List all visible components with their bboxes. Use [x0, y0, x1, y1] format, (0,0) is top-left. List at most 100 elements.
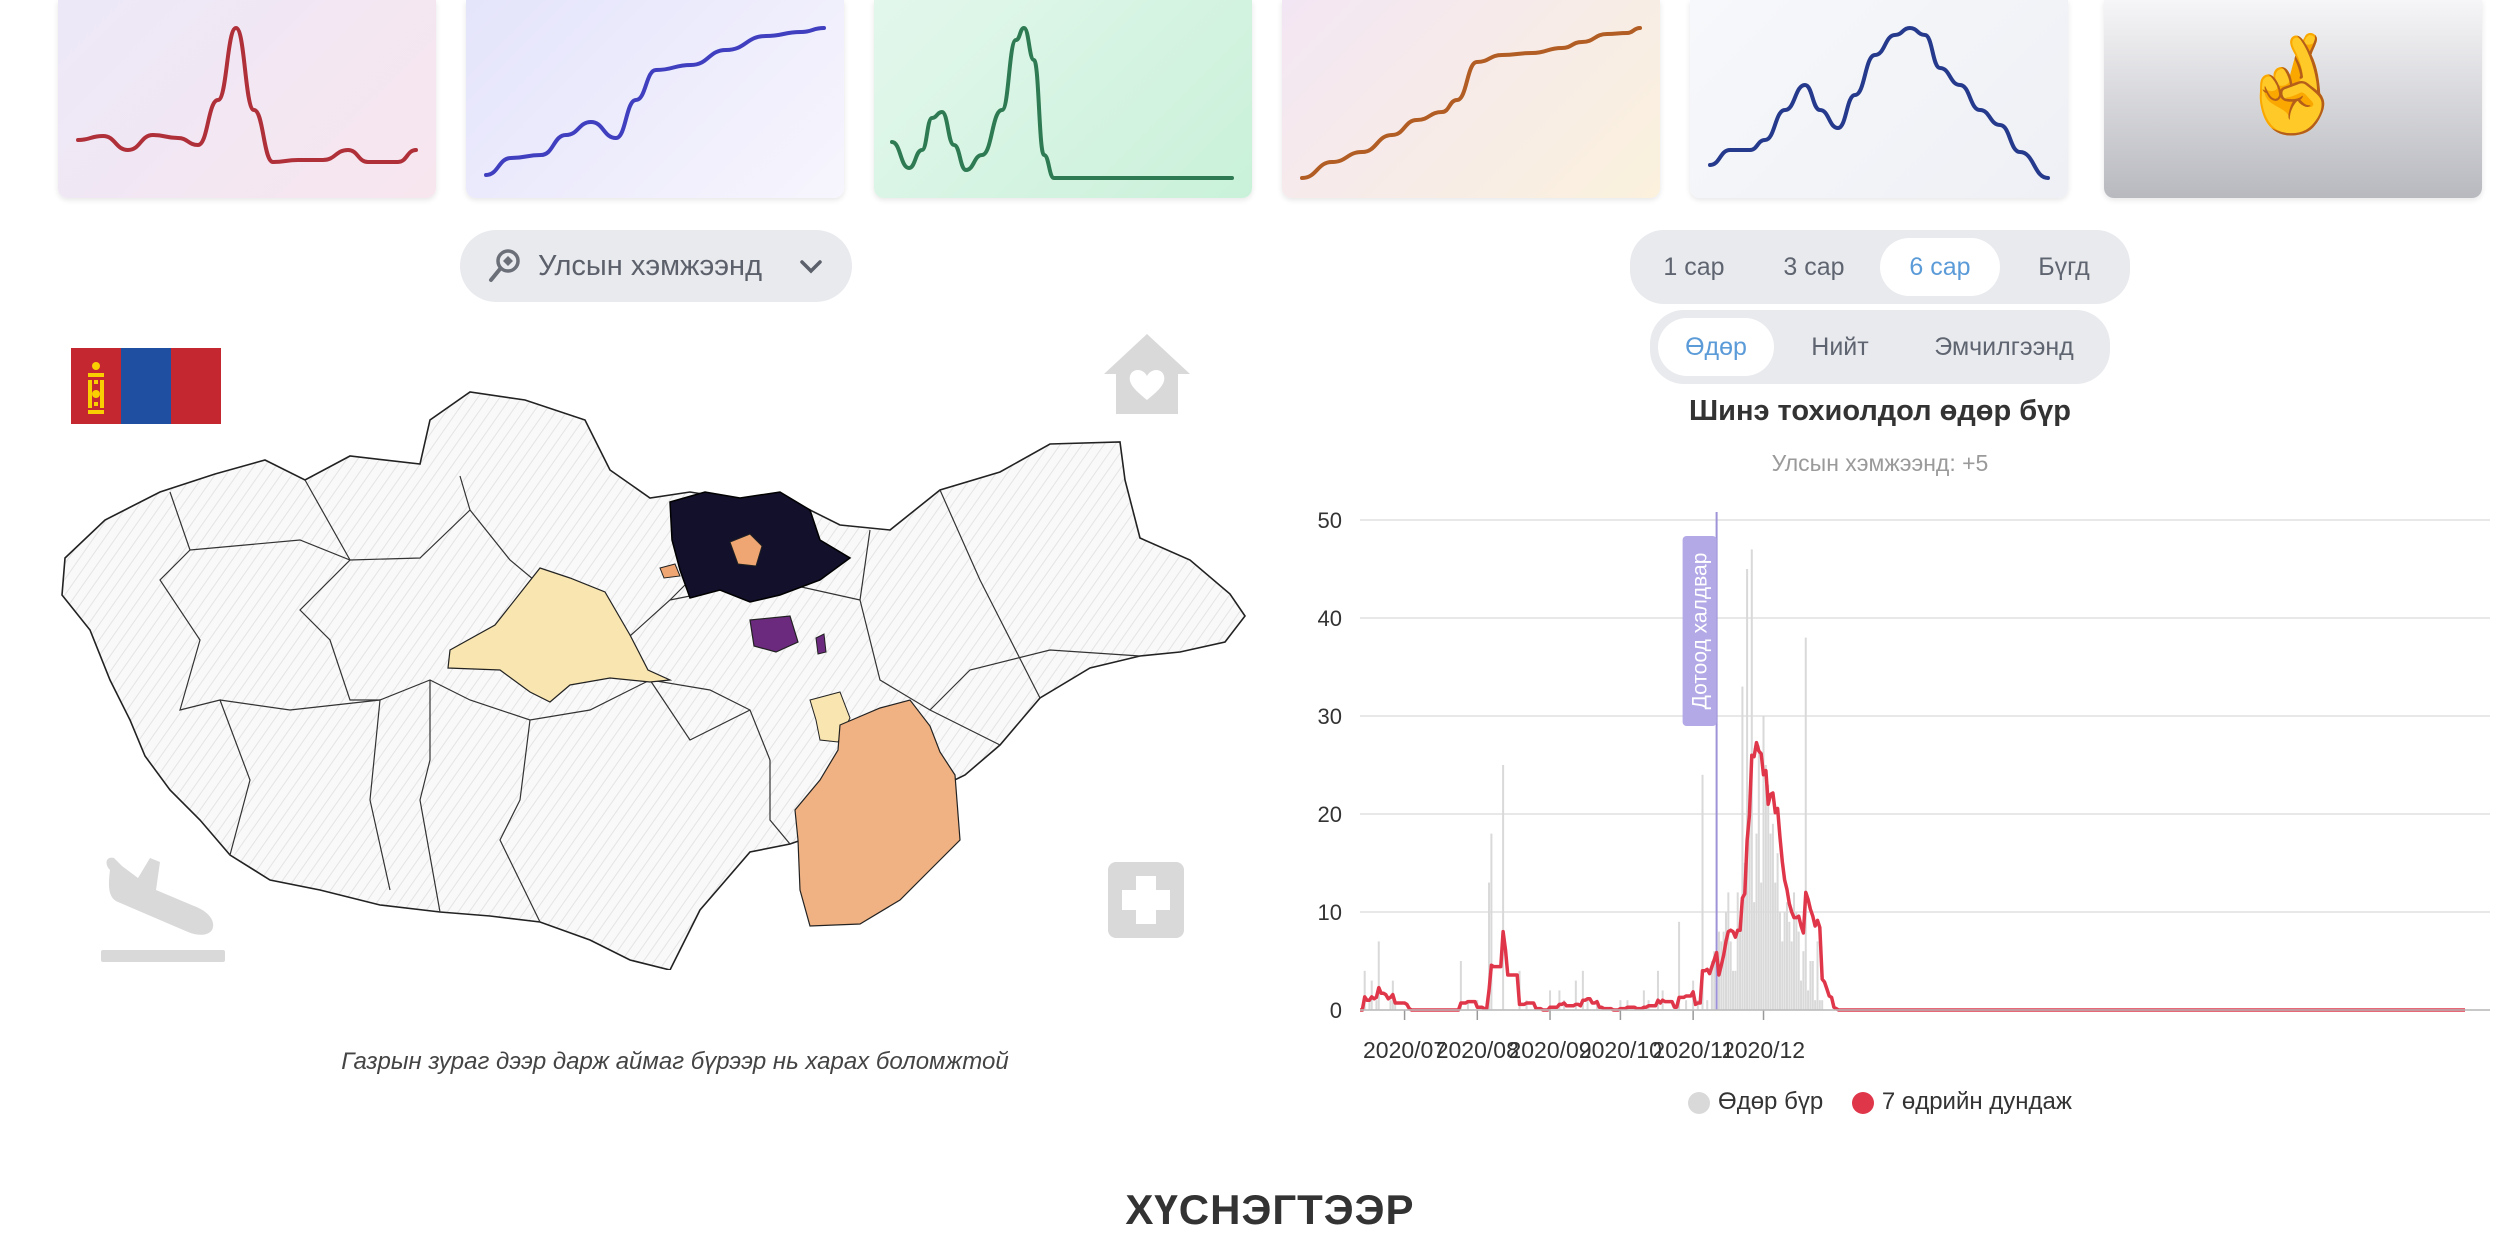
daily-bar[interactable] — [1743, 863, 1746, 1010]
daily-bar[interactable] — [1502, 765, 1505, 1010]
daily-bar[interactable] — [1734, 970, 1737, 1010]
daily-bar[interactable] — [1656, 970, 1659, 1010]
daily-bar[interactable] — [1816, 941, 1819, 1010]
range-tab-3[interactable]: Бүгд — [2038, 253, 2090, 281]
daily-bar[interactable] — [1574, 980, 1577, 1010]
daily-bar[interactable] — [1804, 637, 1807, 1010]
daily-bar[interactable] — [1706, 1000, 1709, 1010]
daily-bar[interactable] — [1764, 765, 1767, 1010]
province-erdenet[interactable] — [729, 533, 763, 567]
daily-bar[interactable] — [1811, 961, 1814, 1010]
daily-bar[interactable] — [1818, 1000, 1821, 1010]
daily-bar[interactable] — [1776, 853, 1779, 1010]
daily-bar[interactable] — [1746, 569, 1749, 1010]
region-select[interactable]: Улсын хэмжээнд — [460, 230, 852, 302]
medical-cross-icon[interactable] — [1106, 860, 1186, 940]
daily-bar[interactable] — [1755, 833, 1758, 1010]
daily-bar[interactable] — [1363, 970, 1366, 1010]
mongolia-map[interactable] — [50, 380, 1300, 970]
daily-bar[interactable] — [1739, 931, 1742, 1010]
daily-bar[interactable] — [1619, 1000, 1622, 1010]
daily-bar[interactable] — [1814, 1000, 1817, 1010]
daily-bar[interactable] — [1466, 1000, 1469, 1010]
daily-bar[interactable] — [1800, 980, 1803, 1010]
daily-bar[interactable] — [1741, 686, 1744, 1010]
daily-bar[interactable] — [1696, 1000, 1699, 1010]
range-tab-1[interactable]: 3 сар — [1783, 253, 1845, 281]
province-darkhan-small[interactable] — [659, 563, 681, 579]
daily-bar[interactable] — [1795, 912, 1798, 1010]
daily-bar[interactable] — [1581, 970, 1584, 1010]
range-tab-2[interactable]: 6 сар — [1880, 238, 2000, 296]
daily-bar[interactable] — [1678, 921, 1681, 1010]
daily-bar[interactable] — [1710, 961, 1713, 1010]
seven-day-average-line[interactable] — [1360, 740, 2465, 1012]
province-dornogovi[interactable] — [794, 699, 961, 927]
daily-bar[interactable] — [1802, 951, 1805, 1010]
daily-bar[interactable] — [1377, 941, 1380, 1010]
daily-bar[interactable] — [1757, 745, 1760, 1010]
sparkline-card-3[interactable] — [874, 0, 1252, 198]
daily-bar[interactable] — [1368, 1000, 1371, 1010]
daily-bar[interactable] — [1685, 1000, 1688, 1010]
home-heart-icon[interactable] — [1100, 330, 1194, 418]
sparkline-card-1[interactable] — [58, 0, 436, 198]
mode-tab-2[interactable]: Эмчилгээнд — [1934, 333, 2074, 361]
daily-bar[interactable] — [1375, 1000, 1378, 1010]
daily-bar[interactable] — [1459, 961, 1462, 1010]
range-tabs: 1 сар 3 сар 6 сар Бүгд — [1630, 230, 2130, 304]
sparkline-card-5[interactable] — [1690, 0, 2068, 198]
range-tab-0[interactable]: 1 сар — [1663, 253, 1725, 281]
daily-bar[interactable] — [1771, 823, 1774, 1010]
daily-bar[interactable] — [1774, 882, 1777, 1010]
daily-bar[interactable] — [1586, 1000, 1589, 1010]
daily-bar[interactable] — [1626, 1000, 1629, 1010]
province-arkhangai[interactable] — [447, 567, 673, 703]
legend-item-average[interactable]: 7 өдрийн дундаж — [1851, 1088, 2072, 1115]
daily-bar[interactable] — [1790, 941, 1793, 1010]
daily-bar[interactable] — [1720, 941, 1723, 1010]
province-tuv-small[interactable] — [815, 633, 827, 655]
daily-bar[interactable] — [1736, 892, 1739, 1010]
daily-bar[interactable] — [1722, 931, 1725, 1010]
daily-bar[interactable] — [1760, 882, 1763, 1010]
daily-bar[interactable] — [1558, 990, 1561, 1010]
daily-bar[interactable] — [1549, 990, 1552, 1010]
airplane-arrival-icon[interactable] — [98, 850, 238, 970]
daily-bar[interactable] — [1724, 912, 1727, 1010]
fingers-crossed-card[interactable]: 🤞 — [2104, 0, 2482, 198]
daily-bar[interactable] — [1727, 892, 1730, 1010]
daily-bar[interactable] — [1807, 990, 1810, 1010]
daily-bar[interactable] — [1525, 1000, 1528, 1010]
daily-bar[interactable] — [1389, 1000, 1392, 1010]
daily-bar[interactable] — [1785, 902, 1788, 1010]
sparkline-card-4[interactable] — [1282, 0, 1660, 198]
mode-tab-0[interactable]: Өдөр — [1658, 318, 1774, 376]
daily-bar[interactable] — [1729, 941, 1732, 1010]
daily-bar[interactable] — [1781, 941, 1784, 1010]
daily-bar[interactable] — [1821, 1000, 1824, 1010]
daily-bar[interactable] — [1713, 951, 1716, 1010]
province-tuv-district[interactable] — [749, 615, 799, 653]
daily-bar[interactable] — [1788, 921, 1791, 1010]
daily-bar[interactable] — [1769, 833, 1772, 1010]
daily-bar[interactable] — [1642, 990, 1645, 1010]
daily-bar[interactable] — [1797, 931, 1800, 1010]
daily-bar[interactable] — [1767, 784, 1770, 1010]
daily-bar[interactable] — [1778, 912, 1781, 1010]
daily-bar[interactable] — [1809, 961, 1812, 1010]
daily-bar[interactable] — [1490, 833, 1493, 1010]
daily-bar[interactable] — [1488, 882, 1491, 1010]
sparkline-card-2[interactable] — [466, 0, 844, 198]
daily-bar[interactable] — [1783, 912, 1786, 1010]
daily-bar[interactable] — [1701, 774, 1704, 1010]
mode-tab-1[interactable]: Нийт — [1811, 333, 1869, 361]
daily-bar[interactable] — [1762, 716, 1765, 1010]
daily-bar[interactable] — [1753, 902, 1756, 1010]
daily-bar[interactable] — [1793, 892, 1796, 1010]
daily-bar[interactable] — [1748, 794, 1751, 1010]
legend-item-daily[interactable]: Өдөр бүр — [1688, 1088, 1823, 1115]
daily-bar[interactable] — [1394, 1000, 1397, 1010]
daily-bar[interactable] — [1732, 970, 1735, 1010]
